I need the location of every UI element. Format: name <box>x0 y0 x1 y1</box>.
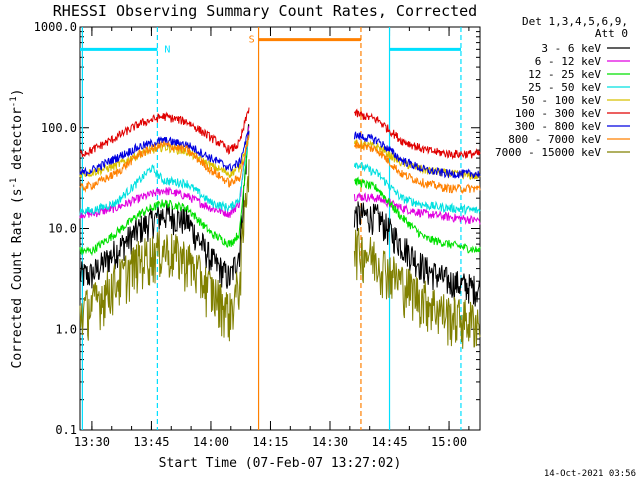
legend-entry-label: 50 - 100 keV <box>522 94 602 107</box>
legend-entry-label: 7000 - 15000 keV <box>495 146 601 159</box>
series-line <box>353 108 481 160</box>
legend-entry-label: 25 - 50 keV <box>528 81 601 94</box>
y-tick-label: 100.0 <box>41 121 77 135</box>
y-tick-label: 1000.0 <box>34 20 77 34</box>
x-tick-label: 13:30 <box>74 435 110 449</box>
series-line <box>79 130 250 179</box>
legend-entry-label: 3 - 6 keV <box>541 42 601 55</box>
series-line <box>353 176 481 254</box>
x-tick-label: 14:45 <box>371 435 407 449</box>
series-line <box>353 192 481 225</box>
x-axis-label: Start Time (07-Feb-07 13:27:02) <box>159 456 402 471</box>
legend-entry-label: 300 - 800 keV <box>515 120 601 133</box>
x-tick-label: 14:00 <box>193 435 229 449</box>
series-line <box>353 161 481 216</box>
series-line <box>353 131 481 179</box>
y-axis-label-text: Corrected Count Rate (s-1 detector-1) <box>9 89 25 369</box>
series-line <box>353 227 481 349</box>
legend-header: Att 0 <box>595 27 628 40</box>
series-line <box>79 159 250 342</box>
chart-title: RHESSI Observing Summary Count Rates, Co… <box>53 2 477 20</box>
legend-entry-label: 100 - 300 keV <box>515 107 601 120</box>
event-bar-label: S <box>249 35 255 46</box>
series-line <box>79 124 250 289</box>
series-line <box>353 201 481 307</box>
series-line <box>353 140 481 194</box>
x-tick-label: 14:15 <box>252 435 288 449</box>
legend-entry-label: 800 - 7000 keV <box>508 133 601 146</box>
legend-header: Det 1,3,4,5,6,9, <box>522 15 628 28</box>
x-tick-label: 13:45 <box>133 435 169 449</box>
x-tick-label: 14:30 <box>312 435 348 449</box>
legend-entry-label: 6 - 12 keV <box>535 55 602 68</box>
y-tick-label: 10.0 <box>48 222 77 236</box>
timestamp: 14-Oct-2021 03:56 <box>544 469 636 479</box>
series-line <box>79 130 250 177</box>
series-line <box>79 134 250 193</box>
series-line <box>79 107 250 158</box>
y-axis-label: Corrected Count Rate (s-1 detector-1) <box>9 89 25 369</box>
series-line <box>79 130 250 257</box>
y-tick-label: 0.1 <box>55 423 77 437</box>
y-tick-label: 1.0 <box>55 322 77 336</box>
series-line <box>79 133 250 216</box>
legend-entry-label: 12 - 25 keV <box>528 68 601 81</box>
plot-area: 0.1 1.0 10.0 100.0 1000.0 13:30 13:45 14:00 14:1… <box>34 20 481 449</box>
x-tick-label: 15:00 <box>431 435 467 449</box>
event-bar-label: N <box>164 44 170 55</box>
